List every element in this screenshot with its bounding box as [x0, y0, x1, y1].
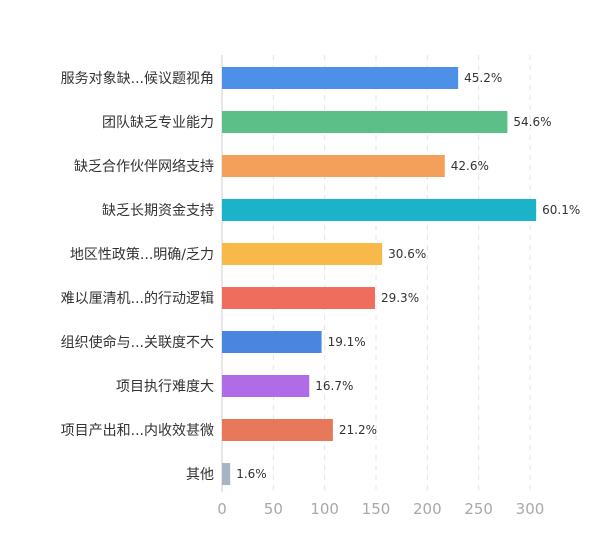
data-label: 19.1% — [328, 335, 366, 349]
x-tick-label: 300 — [516, 500, 545, 518]
category-label: 团队缺乏专业能力 — [102, 115, 214, 131]
category-label: 组织使命与...关联度不大 — [61, 334, 214, 351]
category-label: 项目执行难度大 — [116, 379, 214, 395]
data-label: 54.6% — [513, 115, 551, 129]
category-label: 其他 — [186, 467, 214, 483]
bar — [222, 287, 375, 309]
x-tick-label: 150 — [362, 500, 391, 518]
data-label: 1.6% — [236, 467, 266, 481]
category-label: 地区性政策...明确/乏力 — [70, 246, 214, 263]
data-label: 29.3% — [381, 291, 419, 305]
x-tick-label: 250 — [464, 500, 493, 518]
x-tick-label: 200 — [413, 500, 442, 518]
bar — [222, 199, 537, 221]
bar-layer — [222, 67, 537, 485]
x-tick-label: 0 — [217, 500, 227, 518]
category-label: 难以厘清机...的行动逻辑 — [61, 291, 214, 307]
bar — [222, 463, 231, 485]
tick-layer: 0 50 100 150 200 250 300 — [217, 500, 544, 518]
data-label: 16.7% — [315, 379, 353, 393]
category-label: 项目产出和...内收效甚微 — [61, 423, 214, 439]
category-label: 服务对象缺...候议题视角 — [61, 71, 214, 87]
bar — [222, 243, 383, 265]
bar — [222, 155, 445, 177]
bar — [222, 375, 310, 397]
bar — [222, 111, 508, 133]
bar — [222, 331, 322, 353]
data-label: 60.1% — [542, 203, 580, 217]
category-label: 缺乏合作伙伴网络支持 — [74, 159, 214, 175]
x-tick-label: 50 — [264, 500, 283, 518]
data-label: 45.2% — [464, 71, 502, 85]
data-label: 42.6% — [451, 159, 489, 173]
data-label: 30.6% — [388, 247, 426, 261]
x-tick-label: 100 — [310, 500, 339, 518]
label-layer: 服务对象缺...候议题视角 45.2% 团队缺乏专业能力 54.6% 缺乏合作伙伴网络支… — [61, 71, 581, 483]
bar — [222, 419, 333, 441]
data-label: 21.2% — [339, 423, 377, 437]
bar — [222, 67, 459, 89]
category-label: 缺乏长期资金支持 — [102, 203, 214, 219]
